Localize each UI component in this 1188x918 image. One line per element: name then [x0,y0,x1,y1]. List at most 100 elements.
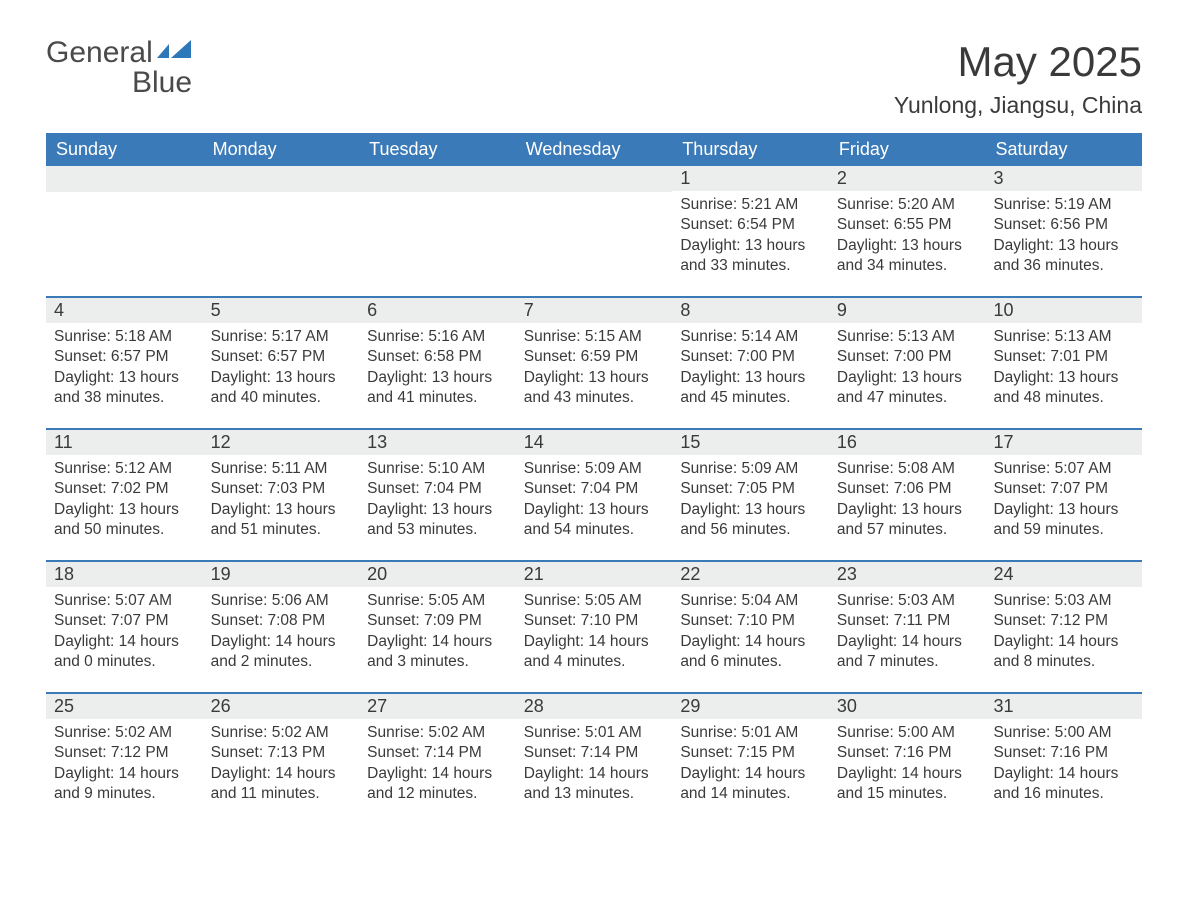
day-number: 6 [359,298,516,323]
cell-body: Sunrise: 5:09 AMSunset: 7:04 PMDaylight:… [516,455,673,551]
day-number: 20 [359,562,516,587]
day-number: 23 [829,562,986,587]
daylight1-text: Daylight: 14 hours [211,632,352,652]
daylight1-text: Daylight: 13 hours [680,368,821,388]
cell-body: Sunrise: 5:00 AMSunset: 7:16 PMDaylight:… [829,719,986,815]
cell-body: Sunrise: 5:13 AMSunset: 7:01 PMDaylight:… [985,323,1142,419]
sunrise-text: Sunrise: 5:05 AM [367,591,508,611]
daylight1-text: Daylight: 13 hours [54,500,195,520]
daylight2-text: and 4 minutes. [524,652,665,672]
day-number: 11 [46,430,203,455]
sunset-text: Sunset: 7:09 PM [367,611,508,631]
day-number: 15 [672,430,829,455]
logo-flag-icon [157,40,193,62]
cell-body: Sunrise: 5:16 AMSunset: 6:58 PMDaylight:… [359,323,516,419]
day-number: 1 [672,166,829,191]
sunset-text: Sunset: 7:13 PM [211,743,352,763]
daylight1-text: Daylight: 13 hours [524,500,665,520]
cell-body: Sunrise: 5:05 AMSunset: 7:10 PMDaylight:… [516,587,673,683]
sunset-text: Sunset: 6:54 PM [680,215,821,235]
daylight1-text: Daylight: 14 hours [837,764,978,784]
day-number [359,166,516,192]
sunset-text: Sunset: 7:10 PM [680,611,821,631]
daylight2-text: and 54 minutes. [524,520,665,540]
daylight1-text: Daylight: 13 hours [367,368,508,388]
header: General Blue May 2025 Yunlong, Jiangsu, … [46,38,1142,119]
cell-body: Sunrise: 5:05 AMSunset: 7:09 PMDaylight:… [359,587,516,683]
daylight2-text: and 38 minutes. [54,388,195,408]
sunset-text: Sunset: 7:07 PM [54,611,195,631]
sunset-text: Sunset: 6:57 PM [54,347,195,367]
sunset-text: Sunset: 7:12 PM [993,611,1134,631]
daylight1-text: Daylight: 14 hours [524,764,665,784]
daylight1-text: Daylight: 13 hours [680,236,821,256]
calendar-cell: 24Sunrise: 5:03 AMSunset: 7:12 PMDayligh… [985,562,1142,692]
daylight1-text: Daylight: 13 hours [211,368,352,388]
sunrise-text: Sunrise: 5:10 AM [367,459,508,479]
day-number: 25 [46,694,203,719]
daylight2-text: and 57 minutes. [837,520,978,540]
calendar-cell [516,166,673,296]
sunset-text: Sunset: 6:59 PM [524,347,665,367]
sunset-text: Sunset: 7:14 PM [367,743,508,763]
sunrise-text: Sunrise: 5:15 AM [524,327,665,347]
day-number: 31 [985,694,1142,719]
sunrise-text: Sunrise: 5:18 AM [54,327,195,347]
sunset-text: Sunset: 6:57 PM [211,347,352,367]
cell-body: Sunrise: 5:12 AMSunset: 7:02 PMDaylight:… [46,455,203,551]
daylight1-text: Daylight: 14 hours [837,632,978,652]
daylight2-text: and 50 minutes. [54,520,195,540]
daylight2-text: and 15 minutes. [837,784,978,804]
sunrise-text: Sunrise: 5:13 AM [837,327,978,347]
daylight2-text: and 11 minutes. [211,784,352,804]
daylight2-text: and 0 minutes. [54,652,195,672]
daylight2-text: and 8 minutes. [993,652,1134,672]
sunrise-text: Sunrise: 5:14 AM [680,327,821,347]
daylight1-text: Daylight: 13 hours [524,368,665,388]
sunset-text: Sunset: 7:01 PM [993,347,1134,367]
daylight1-text: Daylight: 13 hours [837,236,978,256]
cell-body: Sunrise: 5:18 AMSunset: 6:57 PMDaylight:… [46,323,203,419]
sunrise-text: Sunrise: 5:07 AM [993,459,1134,479]
cell-body: Sunrise: 5:00 AMSunset: 7:16 PMDaylight:… [985,719,1142,815]
daylight1-text: Daylight: 14 hours [211,764,352,784]
cell-body: Sunrise: 5:11 AMSunset: 7:03 PMDaylight:… [203,455,360,551]
sunset-text: Sunset: 7:15 PM [680,743,821,763]
daylight2-text: and 45 minutes. [680,388,821,408]
week-row: 11Sunrise: 5:12 AMSunset: 7:02 PMDayligh… [46,428,1142,560]
daylight2-text: and 41 minutes. [367,388,508,408]
day-number: 14 [516,430,673,455]
calendar-cell: 29Sunrise: 5:01 AMSunset: 7:15 PMDayligh… [672,694,829,824]
week-row: 1Sunrise: 5:21 AMSunset: 6:54 PMDaylight… [46,166,1142,296]
cell-body: Sunrise: 5:02 AMSunset: 7:14 PMDaylight:… [359,719,516,815]
calendar-cell: 19Sunrise: 5:06 AMSunset: 7:08 PMDayligh… [203,562,360,692]
day-number: 30 [829,694,986,719]
calendar: SundayMondayTuesdayWednesdayThursdayFrid… [46,133,1142,824]
calendar-cell: 28Sunrise: 5:01 AMSunset: 7:14 PMDayligh… [516,694,673,824]
daylight2-text: and 43 minutes. [524,388,665,408]
daylight2-text: and 47 minutes. [837,388,978,408]
sunset-text: Sunset: 7:10 PM [524,611,665,631]
sunset-text: Sunset: 7:12 PM [54,743,195,763]
sunset-text: Sunset: 7:06 PM [837,479,978,499]
calendar-cell: 9Sunrise: 5:13 AMSunset: 7:00 PMDaylight… [829,298,986,428]
sunrise-text: Sunrise: 5:02 AM [54,723,195,743]
daylight2-text: and 16 minutes. [993,784,1134,804]
calendar-cell: 22Sunrise: 5:04 AMSunset: 7:10 PMDayligh… [672,562,829,692]
daylight2-text: and 9 minutes. [54,784,195,804]
calendar-cell: 25Sunrise: 5:02 AMSunset: 7:12 PMDayligh… [46,694,203,824]
calendar-cell: 10Sunrise: 5:13 AMSunset: 7:01 PMDayligh… [985,298,1142,428]
day-number: 28 [516,694,673,719]
calendar-cell: 31Sunrise: 5:00 AMSunset: 7:16 PMDayligh… [985,694,1142,824]
calendar-cell: 17Sunrise: 5:07 AMSunset: 7:07 PMDayligh… [985,430,1142,560]
daylight2-text: and 3 minutes. [367,652,508,672]
cell-body: Sunrise: 5:14 AMSunset: 7:00 PMDaylight:… [672,323,829,419]
cell-body: Sunrise: 5:04 AMSunset: 7:10 PMDaylight:… [672,587,829,683]
cell-body: Sunrise: 5:21 AMSunset: 6:54 PMDaylight:… [672,191,829,287]
daylight2-text: and 36 minutes. [993,256,1134,276]
day-number: 26 [203,694,360,719]
cell-body: Sunrise: 5:19 AMSunset: 6:56 PMDaylight:… [985,191,1142,287]
daylight2-text: and 40 minutes. [211,388,352,408]
calendar-cell [359,166,516,296]
logo-word1: General [46,36,153,69]
